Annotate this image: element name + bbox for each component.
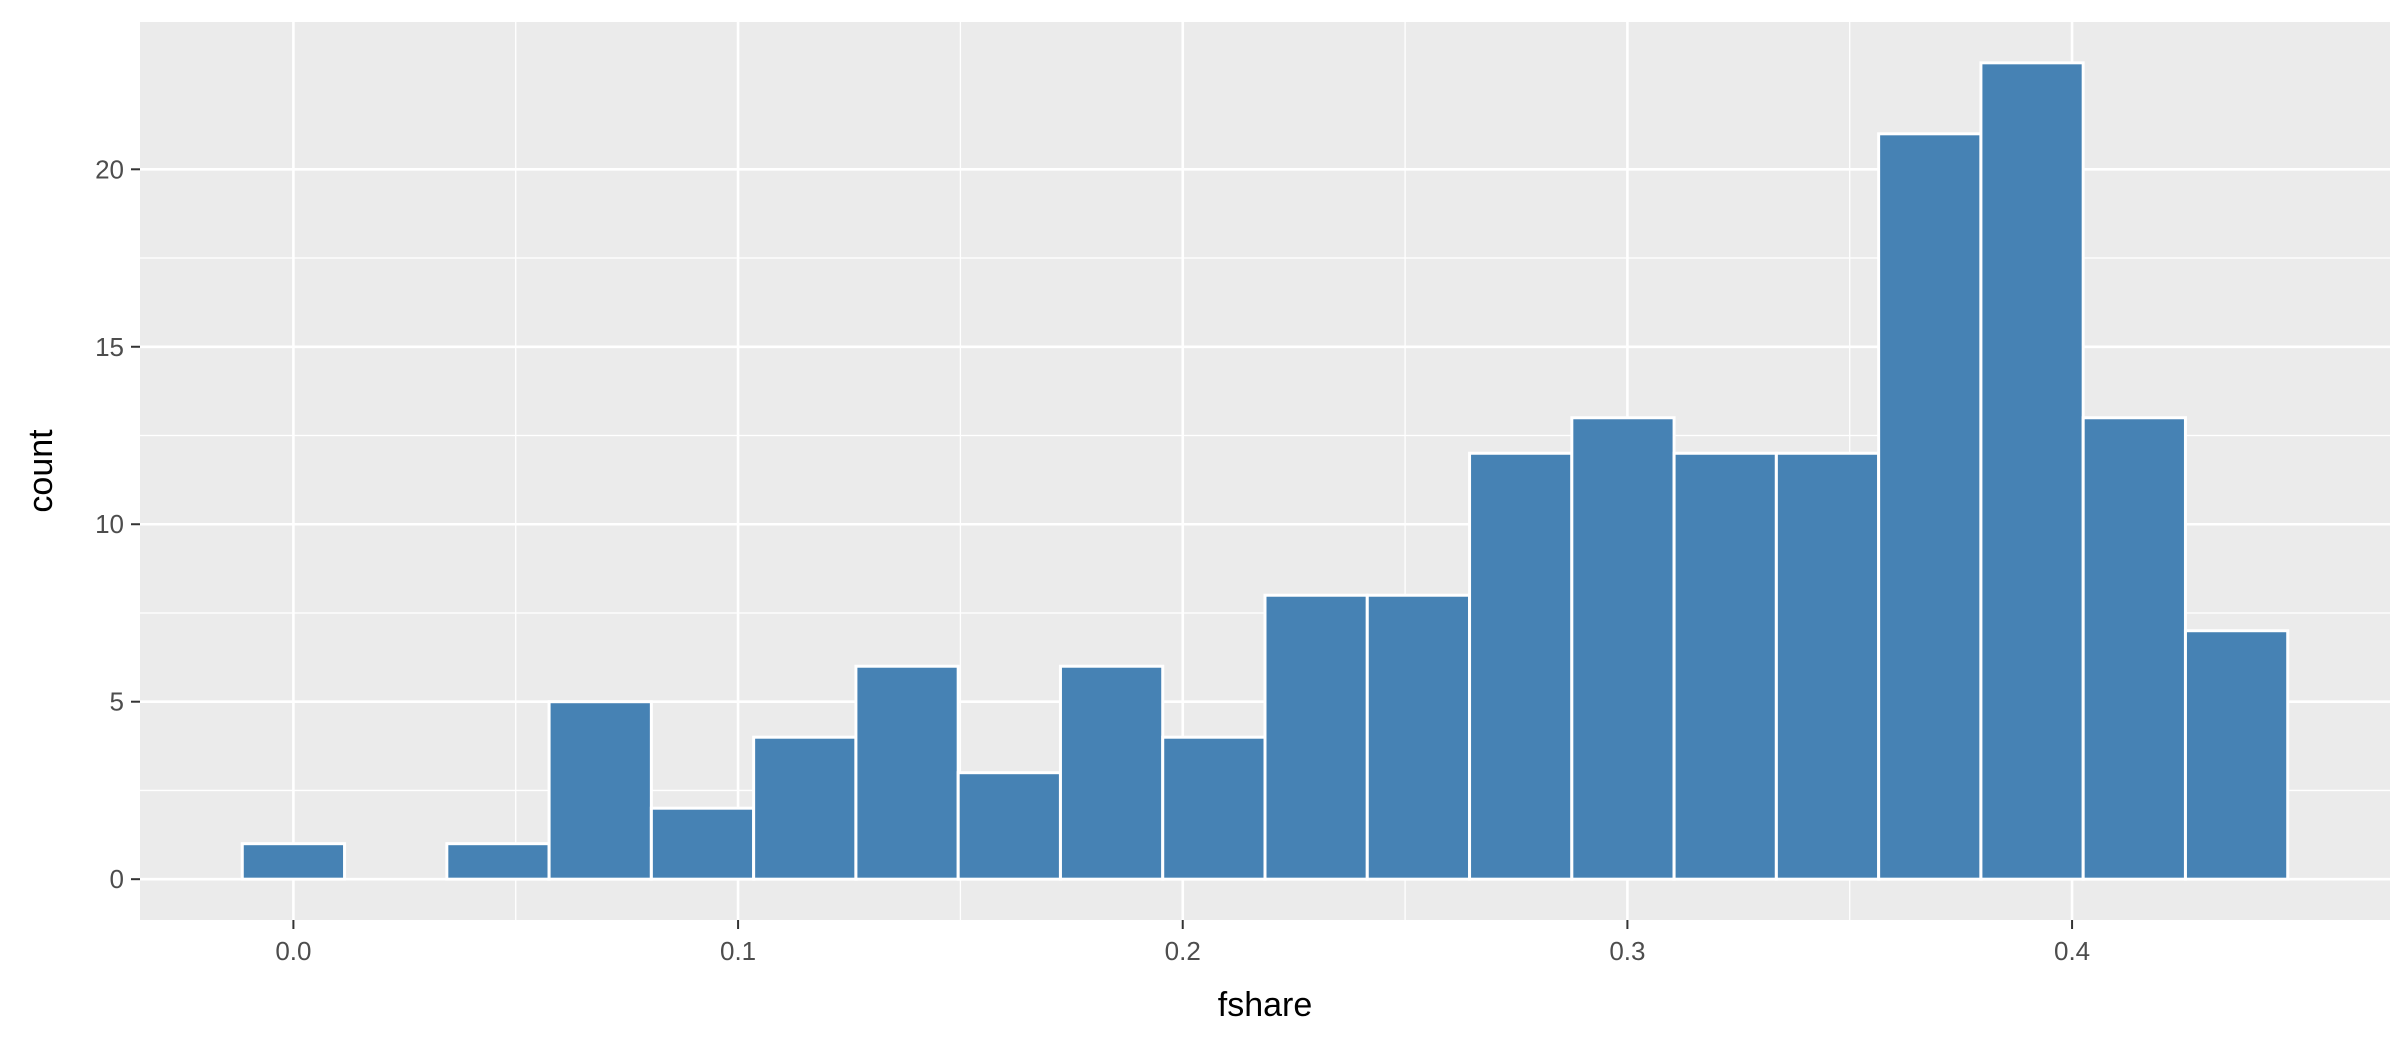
y-axis: 0 5 10 15 20 (95, 154, 140, 894)
histogram-bar (1774, 451, 1881, 881)
x-tick-label: 0.1 (720, 936, 756, 966)
histogram-bar (1468, 451, 1574, 881)
y-tick-label: 10 (95, 509, 124, 539)
histogram-bar (547, 700, 653, 881)
histogram-bar (1365, 593, 1472, 881)
histogram-bar (1979, 61, 2085, 881)
histogram-bars (240, 61, 2290, 881)
histogram-bar (1161, 735, 1267, 881)
histogram-bar (649, 806, 756, 881)
x-tick-label: 0.0 (275, 936, 311, 966)
y-tick-label: 15 (95, 332, 124, 362)
x-tick-label: 0.3 (1609, 936, 1645, 966)
x-tick-label: 0.2 (1165, 936, 1201, 966)
histogram-bar (2081, 416, 2187, 881)
y-axis-title: count (22, 429, 60, 513)
x-tick-label: 0.4 (2054, 936, 2090, 966)
histogram-bar (854, 664, 960, 881)
histogram-bar (1263, 593, 1369, 881)
histogram-bar (956, 771, 1062, 881)
histogram-bar (1877, 132, 1983, 881)
histogram-bar (240, 842, 347, 881)
histogram-bar (1570, 416, 1676, 881)
y-tick-label: 0 (110, 864, 124, 894)
y-tick-label: 5 (110, 687, 124, 717)
histogram-bar (1672, 451, 1778, 881)
y-tick-label: 20 (95, 154, 124, 184)
x-axis-title: fshare (1218, 986, 1313, 1024)
histogram-bar (1058, 664, 1165, 881)
histogram-bar (752, 735, 858, 881)
x-axis: 0.0 0.1 0.2 0.3 0.4 (275, 920, 2090, 966)
histogram-bar (445, 842, 551, 881)
histogram-bar (2183, 629, 2290, 881)
